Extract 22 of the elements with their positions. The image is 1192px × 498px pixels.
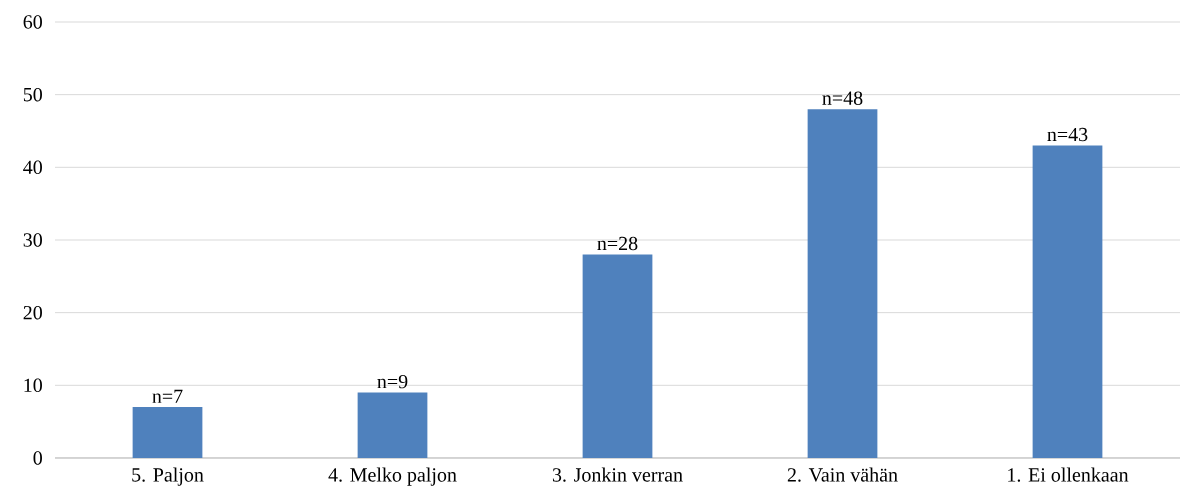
x-tick-label: 1. Ei ollenkaan xyxy=(1008,467,1129,482)
bar xyxy=(582,254,653,458)
y-tick-label: 30 xyxy=(23,233,42,247)
bar xyxy=(357,392,428,458)
x-tick-label: 4. Melko paljon xyxy=(328,467,457,486)
data-label: n=43 xyxy=(1047,127,1088,142)
data-label: n=9 xyxy=(377,374,408,389)
y-tick-label: 50 xyxy=(23,87,42,102)
data-label: n=7 xyxy=(152,389,183,403)
x-tick-label: 5. Paljon xyxy=(132,467,204,486)
y-tick-label: 60 xyxy=(23,15,42,29)
data-label: n=28 xyxy=(597,236,638,251)
data-label: n=48 xyxy=(822,91,863,105)
bar xyxy=(807,109,878,458)
y-tick-label: 10 xyxy=(24,378,42,393)
y-tick-label: 20 xyxy=(23,305,42,320)
x-tick-label: 2. Vain vähän xyxy=(787,467,898,482)
bar xyxy=(1032,145,1103,458)
y-tick-label: 0 xyxy=(33,451,42,465)
x-tick-label: 3. Jonkin verran xyxy=(552,467,683,482)
y-tick-label: 40 xyxy=(23,160,42,175)
bar xyxy=(132,407,203,458)
